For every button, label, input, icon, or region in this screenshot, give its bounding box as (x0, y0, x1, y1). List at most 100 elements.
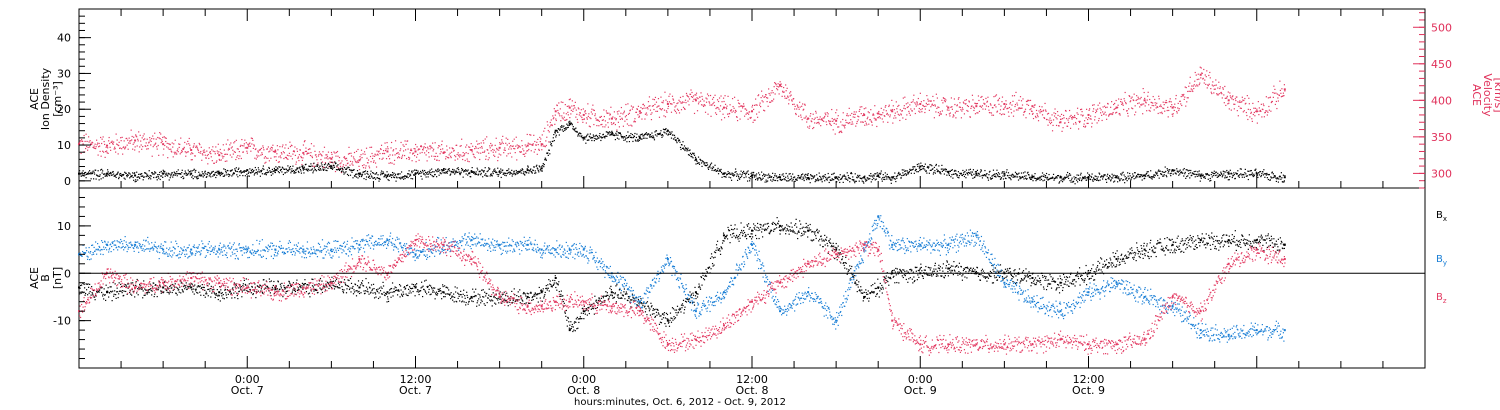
reading-density (670, 137, 673, 139)
reading-density (1153, 174, 1155, 176)
reading-density (701, 160, 704, 162)
reading-density (814, 181, 816, 183)
reading-velocity (437, 147, 439, 149)
reading-density (519, 171, 521, 173)
reading-density (109, 173, 111, 175)
reading-density (1162, 171, 1164, 173)
reading-density (1117, 181, 1119, 183)
reading-velocity (896, 108, 898, 110)
reading-velocity (459, 145, 461, 147)
reading-velocity (198, 142, 200, 145)
reading-density (1236, 173, 1238, 175)
reading-density (864, 175, 866, 177)
reading-density (812, 175, 814, 177)
reading-velocity (515, 136, 517, 138)
reading-velocity (1159, 112, 1161, 114)
reading-velocity (1058, 122, 1061, 124)
reading-density (964, 173, 967, 176)
reading-density (243, 170, 245, 172)
reading-density (1182, 172, 1184, 174)
reading-density (904, 170, 906, 173)
reading-velocity (285, 156, 288, 159)
reading-velocity (1098, 117, 1100, 120)
reading-velocity (573, 105, 575, 107)
reading-velocity (113, 148, 115, 150)
reading-density (1036, 178, 1038, 181)
reading-velocity (699, 96, 701, 98)
reading-density (356, 173, 358, 175)
reading-velocity (394, 140, 397, 142)
reading-velocity (405, 157, 408, 160)
reading-density (89, 170, 91, 172)
reading-density (1059, 177, 1061, 179)
reading-density (492, 171, 494, 173)
reading-density (997, 172, 1000, 174)
reading-density (89, 173, 91, 175)
reading-density (991, 177, 994, 179)
reading-density (126, 176, 128, 178)
reading-velocity (1271, 100, 1273, 103)
reading-density (1079, 174, 1082, 176)
reading-velocity (711, 98, 714, 100)
reading-density (729, 177, 732, 179)
reading-velocity (544, 127, 546, 129)
reading-velocity (803, 108, 805, 110)
reading-velocity (1125, 103, 1127, 105)
reading-velocity (123, 146, 125, 148)
reading-density (905, 170, 907, 172)
reading-velocity (268, 151, 270, 153)
reading-density (598, 137, 600, 139)
reading-velocity (155, 138, 157, 140)
reading-velocity (1107, 103, 1109, 105)
reading-velocity (102, 136, 104, 138)
reading-velocity (1026, 103, 1028, 106)
reading-velocity (940, 113, 942, 115)
reading-velocity (483, 142, 485, 144)
reading-density (815, 180, 817, 182)
reading-velocity (223, 149, 225, 151)
reading-density (465, 169, 467, 171)
reading-density (638, 139, 641, 141)
reading-velocity (1086, 118, 1089, 121)
reading-density (272, 173, 274, 175)
reading-density (1188, 169, 1190, 172)
reading-velocity (612, 116, 614, 118)
reading-density (606, 131, 608, 133)
reading-velocity (778, 86, 780, 88)
reading-velocity (829, 122, 831, 125)
reading-density (372, 177, 374, 180)
reading-velocity (837, 126, 839, 128)
reading-density (436, 171, 438, 173)
reading-velocity (589, 126, 591, 128)
reading-density (809, 182, 811, 184)
reading-velocity (1177, 107, 1179, 109)
reading-density (433, 175, 435, 178)
reading-density (93, 171, 95, 173)
reading-velocity (321, 155, 323, 157)
reading-density (246, 169, 248, 172)
reading-density (1189, 177, 1191, 179)
reading-density (1196, 175, 1198, 178)
reading-density (1118, 178, 1120, 180)
reading-velocity (707, 113, 709, 115)
reading-density (1115, 177, 1117, 179)
reading-density (568, 121, 570, 123)
reading-density (648, 133, 650, 135)
reading-velocity (1131, 107, 1133, 109)
reading-density (871, 175, 873, 177)
reading-density (1193, 170, 1195, 173)
reading-density (821, 179, 823, 181)
reading-density (382, 171, 384, 173)
data-point-Bx (414, 286, 417, 289)
reading-density (621, 137, 623, 139)
reading-velocity (1125, 102, 1127, 104)
reading-density (1246, 175, 1248, 177)
reading-density (1260, 175, 1262, 178)
reading-density (1160, 173, 1162, 175)
reading-density (1253, 175, 1255, 177)
reading-velocity (451, 147, 453, 149)
reading-density (925, 170, 927, 172)
data-point-Bx (1171, 243, 1174, 246)
reading-density (248, 171, 250, 173)
reading-velocity (572, 108, 574, 110)
